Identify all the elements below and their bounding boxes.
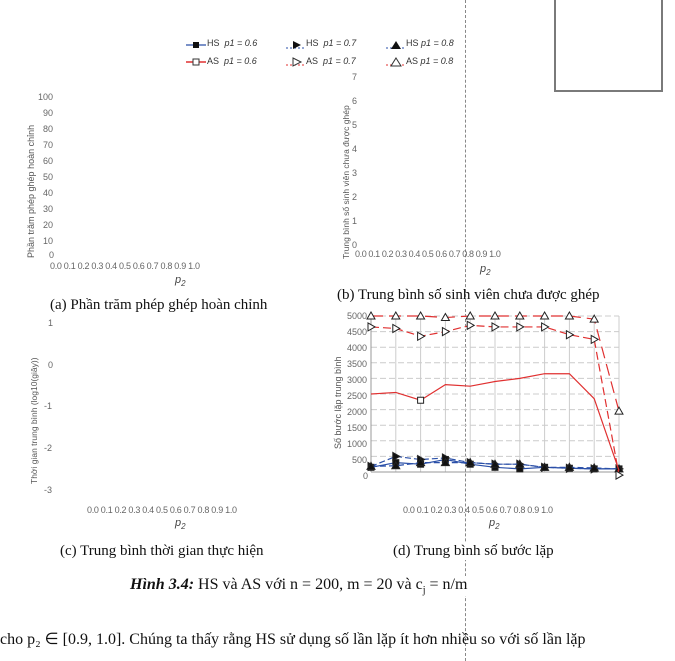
figure-caption-text: HS và AS với n = 200, m = 20 và c	[194, 576, 423, 593]
body-paragraph: cho p₂ ∈ [0.9, 1.0]. Chúng ta thấy rằng …	[0, 631, 586, 648]
panel-a-ylabel: Phần trăm phép ghép hoàn chỉnh	[26, 124, 36, 258]
legend-item-as-07: AS p1 = 0.7	[306, 56, 356, 66]
panel-a-caption: (a) Phần trăm phép ghép hoàn chỉnh	[50, 297, 268, 313]
panel-b-xlabel: p2	[480, 263, 491, 278]
panel-c-xlabel: p2	[175, 517, 186, 532]
legend-icon-as-08	[386, 57, 406, 67]
figure-label: Hình 3.4:	[130, 576, 195, 593]
panel-b-xticks: 0.0 0.1 0.2 0.3 0.4 0.5 0.6 0.7 0.8 0.9 …	[355, 249, 501, 259]
panel-c-caption: (c) Trung bình thời gian thực hiện	[58, 543, 266, 560]
figure-caption-suffix: = n/m	[425, 576, 468, 593]
panel-a-xticks: 0.0 0.1 0.2 0.3 0.4 0.5 0.6 0.7 0.8 0.9 …	[50, 261, 200, 271]
panel-c-xticks: 0.0 0.1 0.2 0.3 0.4 0.5 0.6 0.7 0.8 0.9 …	[87, 505, 237, 515]
figure-caption-sub: j	[422, 585, 426, 597]
panel-c-ylabel: Thời gian trung bình (log10(giây))	[29, 357, 39, 484]
panel-a-xlabel: p2	[175, 274, 186, 289]
panel-d-xlabel: p2	[489, 517, 500, 532]
legend-icon-hs-08	[386, 41, 406, 49]
legend-icon-as-06	[186, 58, 206, 66]
legend-icon-as-07	[286, 57, 306, 67]
panel-d-ylabel: Số bước lặp trung bình	[333, 356, 343, 449]
legend-item-as-08: AS p1 = 0.8	[406, 56, 454, 66]
legend-item-hs-07: HS p1 = 0.7	[306, 38, 357, 48]
legend-item-hs-08: HS p1 = 0.8	[406, 38, 454, 48]
panel-b-caption: (b) Trung bình số sinh viên chưa được gh…	[337, 287, 600, 303]
page-guide-vertical	[465, 0, 466, 661]
legend-item-hs-06: HS p1 = 0.6	[207, 38, 258, 48]
legend-icon-hs-06	[186, 42, 206, 48]
legend-icon-hs-07	[286, 41, 306, 49]
panel-d-plot	[366, 310, 625, 480]
panel-b-ylabel: Trung bình số sinh viên chưa được ghép	[341, 105, 351, 259]
empty-frame	[554, 0, 663, 92]
panel-d-caption: (d) Trung bình số bước lặp	[391, 543, 556, 560]
panel-d-xticks: 0.0 0.1 0.2 0.3 0.4 0.5 0.6 0.7 0.8 0.9 …	[403, 505, 553, 515]
legend-item-as-06: AS p1 = 0.6	[207, 56, 257, 66]
figure-caption: Hình 3.4: HS và AS với n = 200, m = 20 v…	[127, 576, 471, 597]
